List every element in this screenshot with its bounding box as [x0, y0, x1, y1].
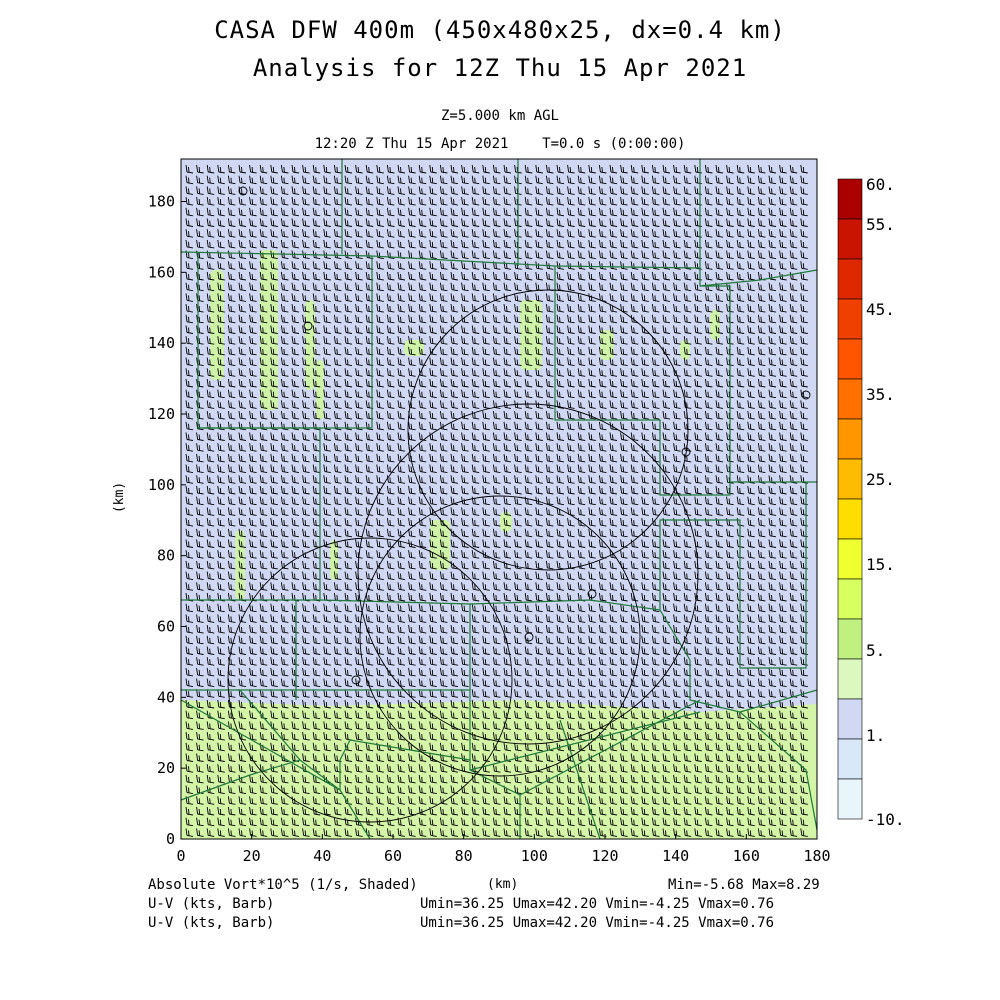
colorbar-swatch [837, 258, 863, 300]
wind-stats-2: Umin=36.25 Umax=42.20 Vmin=-4.25 Vmax=0.… [420, 915, 775, 931]
min-max-label: Min=-5.68 Max=8.29 [668, 877, 820, 893]
field-positive-band [181, 700, 817, 839]
colorbar-label: 25. [866, 470, 895, 489]
colorbar-label: 15. [866, 555, 895, 574]
colorbar-swatch [837, 578, 863, 620]
colorbar-swatch [837, 778, 863, 820]
radar-site [681, 447, 691, 457]
field-patch [305, 300, 315, 390]
title-line-1: CASA DFW 400m (450x480x25, dx=0.4 km) [214, 16, 786, 44]
colorbar-swatch [837, 338, 863, 380]
field-patch [500, 512, 512, 532]
boundary-line [699, 269, 818, 287]
x-tick-label: 40 [313, 847, 331, 865]
title-line-2: Analysis for 12Z Thu 15 Apr 2021 [252, 54, 748, 82]
boundary-line [180, 759, 301, 801]
y-tick-label: 100 [148, 476, 175, 494]
x-tick-label: 100 [521, 847, 548, 865]
colorbar-swatch [837, 218, 863, 260]
y-axis: 0 20 40 60 80 100 120 140 160 180 [148, 193, 186, 848]
x-axis-label: (km) [487, 877, 519, 892]
colorbar-swatch [837, 458, 863, 500]
x-tick-label: 0 [176, 847, 185, 865]
field-description: Absolute Vort*10^5 (1/s, Shaded) [148, 877, 418, 893]
y-axis-label: (km) [112, 481, 128, 514]
radar-site [238, 186, 248, 196]
colorbar-label: 5. [866, 641, 885, 660]
radar-ring [359, 495, 641, 777]
x-tick-label: 160 [733, 847, 760, 865]
x-tick-label: 60 [384, 847, 402, 865]
radar-site [524, 632, 534, 642]
colorbar-swatch [837, 178, 863, 220]
x-tick-label: 80 [455, 847, 473, 865]
county-boundaries [180, 159, 818, 840]
colorbar-swatch [837, 738, 863, 780]
wind-barbs [185, 164, 808, 837]
colorbar: 60. 55. 45. 35. 25. 15. 5. 1. -10. [837, 175, 905, 829]
field-patch [210, 270, 224, 380]
colorbar-swatch [837, 298, 863, 340]
wind-stats-1: Umin=36.25 Umax=42.20 Vmin=-4.25 Vmax=0.… [420, 896, 775, 912]
boundary-line [181, 427, 321, 601]
colorbar-label: -10. [866, 810, 905, 829]
radar-site [801, 390, 811, 400]
boundary-line [519, 699, 701, 796]
field-patch [316, 360, 324, 420]
boundary-line [739, 689, 818, 713]
wind-label-2: U-V (kts, Barb) [148, 915, 275, 931]
colorbar-swatch [837, 498, 863, 540]
y-tick-label: 80 [157, 547, 175, 565]
y-tick-label: 120 [148, 405, 175, 423]
colorbar-label: 60. [866, 175, 895, 194]
colorbar-label: 1. [866, 726, 885, 745]
x-tick-label: 140 [662, 847, 689, 865]
y-tick-label: 0 [166, 830, 175, 848]
colorbar-label: 35. [866, 385, 895, 404]
colorbar-swatch [837, 538, 863, 580]
plot-frame [180, 158, 818, 840]
x-tick-label: 180 [803, 847, 830, 865]
field-patch [710, 310, 720, 340]
radar-range-rings [227, 186, 811, 823]
wind-barb-grid [185, 164, 808, 837]
time-label: 12:20 Z Thu 15 Apr 2021 T=0.0 s (0:00:00… [314, 136, 686, 152]
y-tick-label: 20 [157, 759, 175, 777]
colorbar-swatch [837, 378, 863, 420]
field-patch [330, 540, 338, 580]
boundary-line [469, 711, 701, 771]
colorbar-label: 45. [866, 300, 895, 319]
colorbar-swatch [837, 418, 863, 460]
boundary-line [339, 739, 471, 790]
field-patch [600, 330, 614, 360]
y-tick-label: 40 [157, 688, 175, 706]
wind-label-1: U-V (kts, Barb) [148, 896, 275, 912]
y-tick-label: 140 [148, 334, 175, 352]
radar-ring [227, 537, 513, 823]
colorbar-label: 55. [866, 215, 895, 234]
x-tick-label: 20 [243, 847, 261, 865]
y-tick-label: 160 [148, 263, 175, 281]
x-axis: 0 20 40 60 80 100 120 140 160 180 [176, 834, 831, 865]
vorticity-field [181, 159, 817, 839]
level-label: Z=5.000 km AGL [440, 108, 559, 124]
radar-ring [357, 403, 699, 745]
x-tick-label: 120 [591, 847, 618, 865]
radar-site [587, 589, 597, 599]
colorbar-swatch [837, 698, 863, 740]
radar-site [351, 675, 361, 685]
colorbar-swatch [837, 658, 863, 700]
radar-ring [407, 289, 689, 571]
y-tick-label: 180 [148, 193, 175, 211]
colorbar-swatch [837, 618, 863, 660]
radar-site [303, 321, 313, 331]
y-tick-label: 60 [157, 618, 175, 636]
